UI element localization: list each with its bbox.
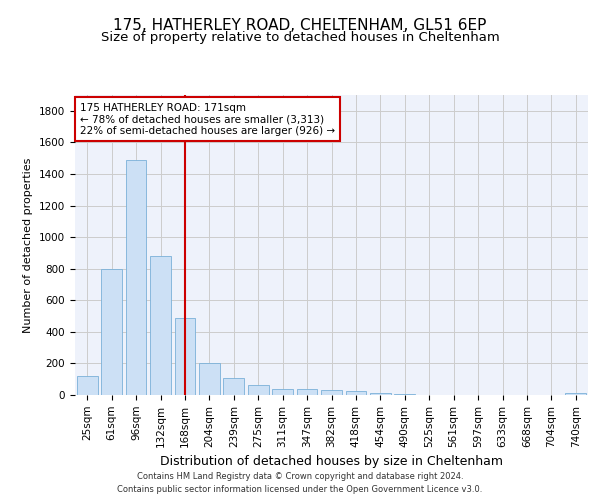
Bar	[346, 391, 367, 395]
Bar	[223, 378, 244, 395]
Bar	[77, 376, 98, 395]
Bar	[248, 384, 269, 395]
Bar	[296, 390, 317, 395]
Bar	[394, 394, 415, 395]
Bar	[272, 388, 293, 395]
Bar	[125, 160, 146, 395]
Bar	[101, 268, 122, 395]
Bar	[321, 390, 342, 395]
X-axis label: Distribution of detached houses by size in Cheltenham: Distribution of detached houses by size …	[160, 455, 503, 468]
Text: Size of property relative to detached houses in Cheltenham: Size of property relative to detached ho…	[101, 31, 499, 44]
Bar	[199, 362, 220, 395]
Text: 175, HATHERLEY ROAD, CHELTENHAM, GL51 6EP: 175, HATHERLEY ROAD, CHELTENHAM, GL51 6E…	[113, 18, 487, 32]
Bar	[175, 318, 196, 395]
Text: 175 HATHERLEY ROAD: 171sqm
← 78% of detached houses are smaller (3,313)
22% of s: 175 HATHERLEY ROAD: 171sqm ← 78% of deta…	[80, 102, 335, 136]
Bar	[150, 256, 171, 395]
Bar	[565, 392, 586, 395]
Text: Contains HM Land Registry data © Crown copyright and database right 2024.
Contai: Contains HM Land Registry data © Crown c…	[118, 472, 482, 494]
Y-axis label: Number of detached properties: Number of detached properties	[23, 158, 34, 332]
Bar	[370, 394, 391, 395]
